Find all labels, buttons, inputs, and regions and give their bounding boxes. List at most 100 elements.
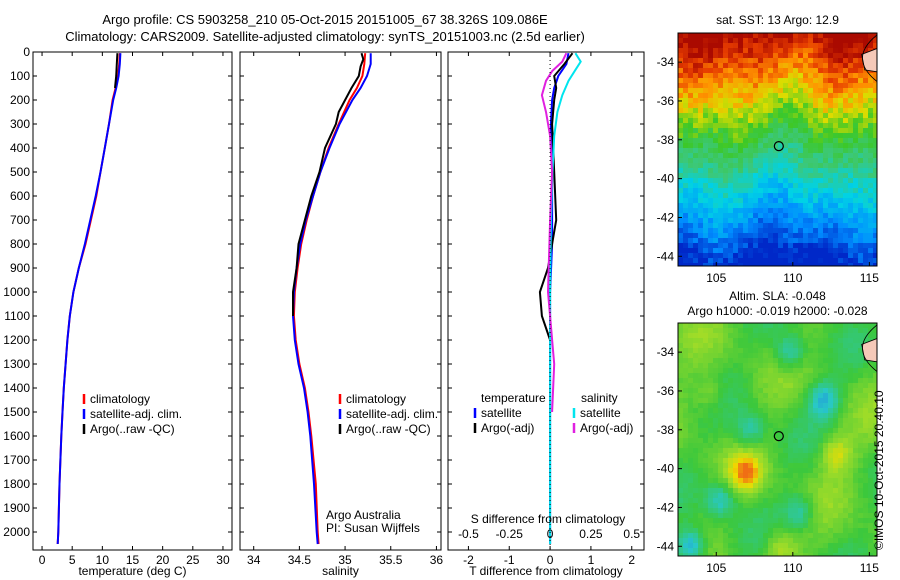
map-cell (693, 108, 698, 113)
map-cell (743, 183, 748, 188)
map-cell (823, 38, 828, 43)
map-cell (748, 123, 753, 128)
map-cell (813, 323, 818, 328)
map-cell (723, 158, 728, 163)
map-cell (718, 58, 723, 63)
map-cell (833, 128, 838, 133)
map-cell (808, 458, 813, 463)
map-cell (823, 548, 828, 553)
map-cell (748, 368, 753, 373)
series-line-satellite-adj-clim- (291, 53, 372, 545)
y-tick-label: 100 (10, 69, 30, 83)
map-cell (718, 498, 723, 503)
map-cell (763, 128, 768, 133)
map-cell (713, 113, 718, 118)
map-cell (688, 233, 693, 238)
map-cell (688, 513, 693, 518)
map-cell (818, 328, 823, 333)
map-cell (738, 358, 743, 363)
map-cell (823, 128, 828, 133)
map-cell (728, 93, 733, 98)
map-cell (738, 468, 743, 473)
map-cell (718, 358, 723, 363)
map-cell (688, 428, 693, 433)
map-cell (713, 448, 718, 453)
map-cell (803, 533, 808, 538)
map-cell (788, 238, 793, 243)
map-cell (853, 323, 858, 328)
map-cell (848, 158, 853, 163)
map-cell (823, 178, 828, 183)
map-cell (748, 178, 753, 183)
map-cell (723, 58, 728, 63)
map-cell (793, 48, 798, 53)
map-cell (768, 88, 773, 93)
map-cell (813, 543, 818, 548)
map-cell (688, 188, 693, 193)
map-cell (813, 118, 818, 123)
map-cell (688, 483, 693, 488)
map-cell (763, 343, 768, 348)
map-cell (788, 508, 793, 513)
map-cell (778, 508, 783, 513)
map-cell (863, 233, 868, 238)
map-cell (688, 328, 693, 333)
map-cell (738, 448, 743, 453)
map-cell (718, 203, 723, 208)
map-cell (828, 178, 833, 183)
map-cell (728, 503, 733, 508)
map-cell (743, 388, 748, 393)
map-cell (743, 208, 748, 213)
map-cell (733, 443, 738, 448)
map-cell (713, 68, 718, 73)
map-cell (723, 263, 728, 266)
map-cell (813, 158, 818, 163)
map-cell (708, 258, 713, 263)
map-cell (843, 108, 848, 113)
map-cell (773, 88, 778, 93)
map-cell (803, 393, 808, 398)
map-cell (793, 163, 798, 168)
map-cell (708, 138, 713, 143)
map-cell (843, 488, 848, 493)
map-cell (768, 173, 773, 178)
map-cell (848, 63, 853, 68)
map-cell (788, 198, 793, 203)
map-cell (713, 543, 718, 548)
map-cell (728, 448, 733, 453)
map-cell (703, 73, 708, 78)
map-cell (713, 323, 718, 328)
map-cell (728, 223, 733, 228)
map-cell (713, 123, 718, 128)
map-cell (773, 413, 778, 418)
map-cell (863, 438, 868, 443)
map-cell (788, 253, 793, 258)
map-cell (808, 333, 813, 338)
map-cell (778, 228, 783, 233)
map-cell (678, 408, 683, 413)
map-cell (748, 118, 753, 123)
map-cell (718, 208, 723, 213)
map-cell (773, 543, 778, 548)
map-cell (718, 53, 723, 58)
map-cell (838, 68, 843, 73)
map-cell (683, 53, 688, 58)
map-cell (763, 233, 768, 238)
map-cell (873, 513, 877, 518)
map-cell (803, 433, 808, 438)
map-cell (793, 43, 798, 48)
map-cell (763, 178, 768, 183)
map-cell (813, 423, 818, 428)
map-cell (818, 168, 823, 173)
map-cell (773, 493, 778, 498)
map-cell (763, 543, 768, 548)
map-cell (838, 548, 843, 553)
map-cell (803, 93, 808, 98)
map-cell (738, 223, 743, 228)
map-cell (803, 443, 808, 448)
map-cell (713, 343, 718, 348)
map-cell (728, 218, 733, 223)
map-cell (758, 328, 763, 333)
map-cell (793, 183, 798, 188)
map-cell (818, 113, 823, 118)
